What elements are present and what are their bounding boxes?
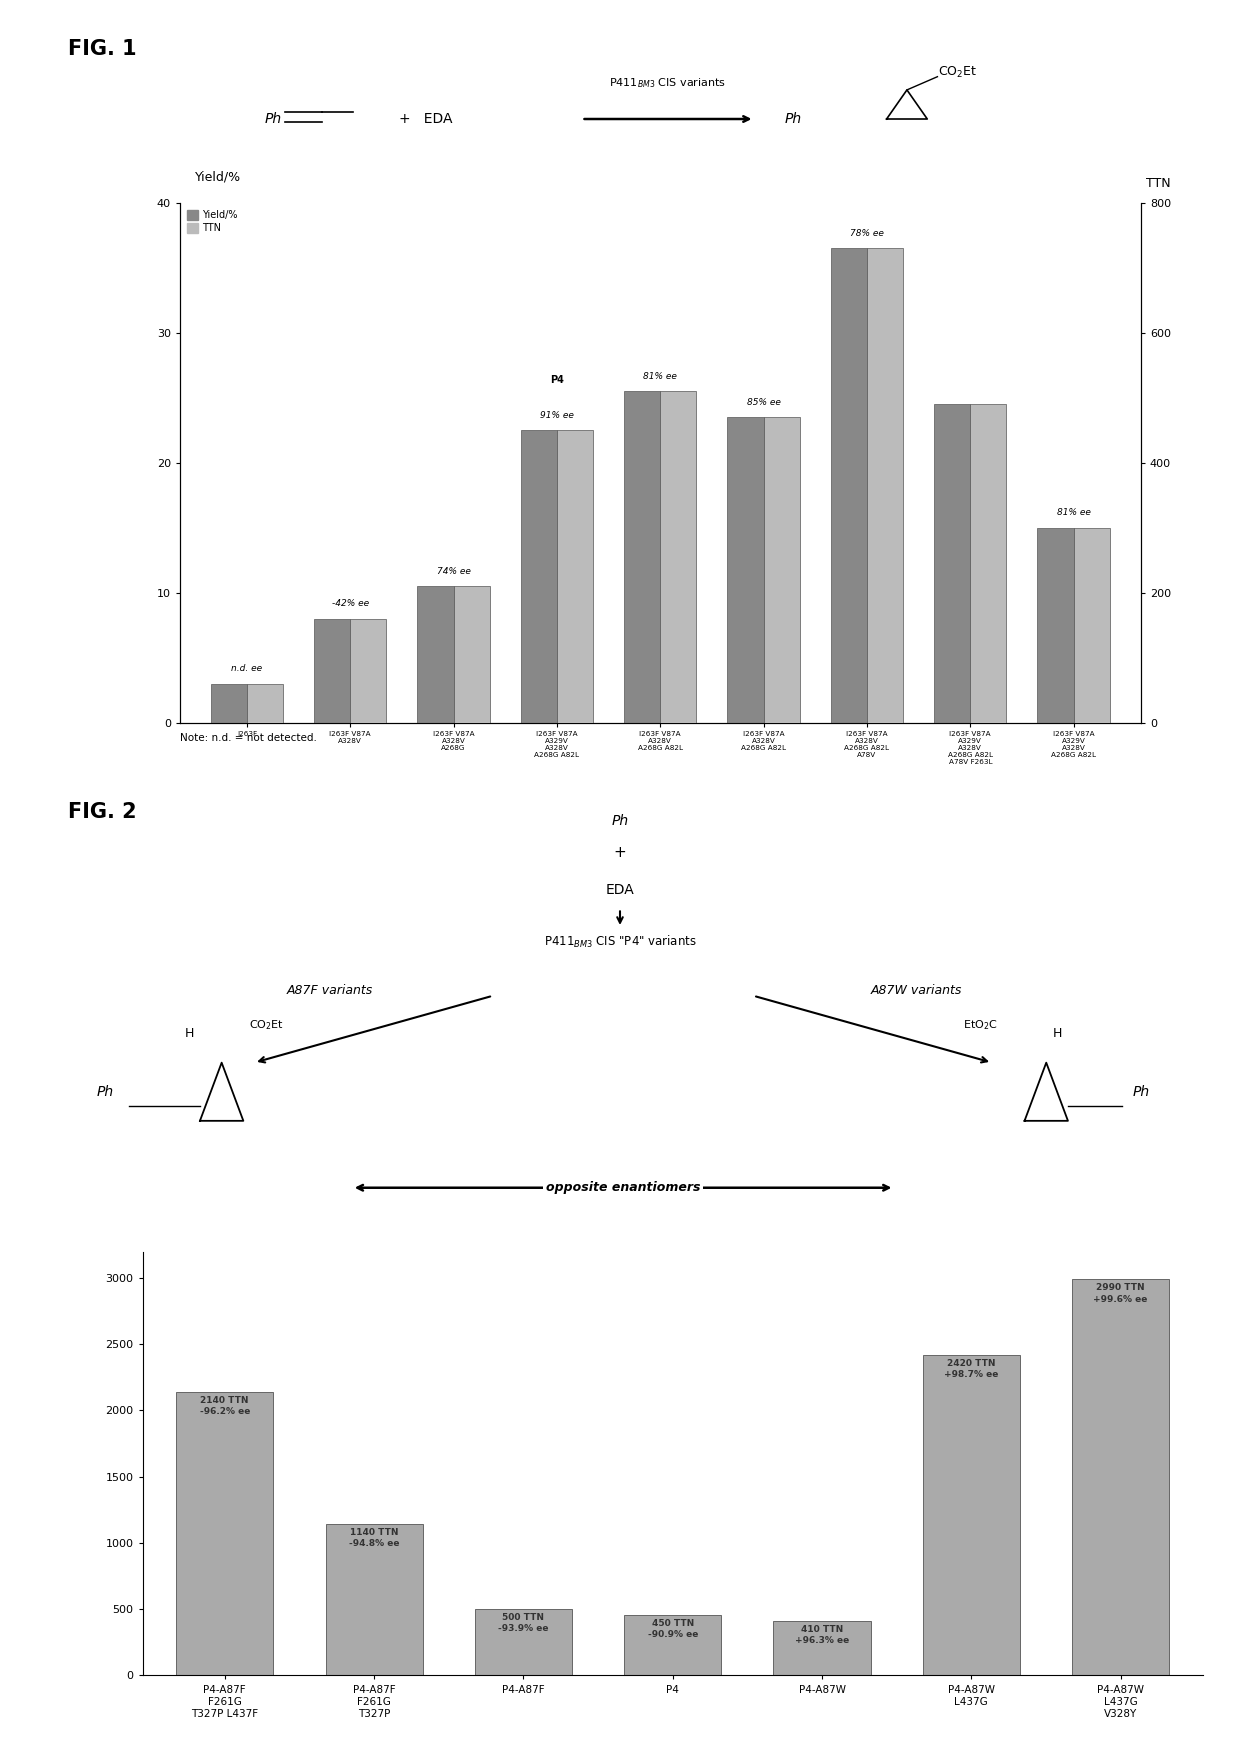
Text: EDA: EDA (605, 883, 635, 897)
Text: Ph: Ph (611, 815, 629, 829)
Text: 81% ee: 81% ee (1056, 508, 1090, 517)
Text: 410 TTN
+96.3% ee: 410 TTN +96.3% ee (795, 1625, 849, 1645)
Bar (624, 1615, 722, 1675)
Bar (176, 1393, 273, 1675)
Text: Yield/%: Yield/% (195, 171, 242, 183)
Bar (624, 391, 660, 723)
Text: A87W variants: A87W variants (870, 984, 962, 998)
Bar (970, 404, 1007, 723)
Text: P411$_{BM3}$ CIS variants: P411$_{BM3}$ CIS variants (609, 76, 727, 90)
Text: P4: P4 (551, 376, 564, 384)
Text: H: H (185, 1028, 193, 1040)
Text: +: + (614, 846, 626, 860)
Text: CO$_2$Et: CO$_2$Et (939, 65, 977, 81)
Text: TTN: TTN (1146, 176, 1171, 190)
Text: P411$_{BM3}$ CIS "P4" variants: P411$_{BM3}$ CIS "P4" variants (543, 934, 697, 950)
Text: Ph: Ph (1132, 1084, 1149, 1098)
Text: Ph: Ph (785, 113, 802, 125)
Text: -42% ee: -42% ee (332, 599, 368, 608)
Text: FIG. 1: FIG. 1 (68, 39, 136, 58)
Bar (211, 684, 247, 723)
Bar (418, 587, 454, 723)
Bar (831, 249, 867, 723)
Text: Note: n.d. = not detected.: Note: n.d. = not detected. (180, 733, 316, 744)
Bar (1073, 1280, 1169, 1675)
Text: Ph: Ph (97, 1084, 114, 1098)
Bar (314, 619, 351, 723)
Bar (521, 430, 557, 723)
Text: 2420 TTN
+98.7% ee: 2420 TTN +98.7% ee (944, 1359, 998, 1379)
Bar (454, 587, 490, 723)
Text: EtO$_2$C: EtO$_2$C (962, 1017, 997, 1031)
Text: 450 TTN
-90.9% ee: 450 TTN -90.9% ee (647, 1618, 698, 1640)
Bar (557, 430, 593, 723)
Text: 85% ee: 85% ee (746, 398, 780, 407)
Bar (774, 1620, 870, 1675)
Text: +   EDA: + EDA (398, 113, 453, 125)
Text: 81% ee: 81% ee (644, 372, 677, 381)
Text: 74% ee: 74% ee (436, 568, 470, 577)
Text: 2990 TTN
+99.6% ee: 2990 TTN +99.6% ee (1094, 1283, 1148, 1303)
Bar (1074, 527, 1110, 723)
Bar (350, 619, 387, 723)
Text: A87F variants: A87F variants (286, 984, 373, 998)
Text: 1140 TTN
-94.8% ee: 1140 TTN -94.8% ee (348, 1529, 399, 1548)
Text: 78% ee: 78% ee (851, 229, 884, 238)
Bar (764, 418, 800, 723)
Text: 91% ee: 91% ee (541, 411, 574, 420)
Text: opposite enantiomers: opposite enantiomers (546, 1181, 701, 1194)
Text: H: H (1053, 1028, 1061, 1040)
Bar (326, 1523, 423, 1675)
Text: n.d. ee: n.d. ee (232, 665, 263, 673)
Legend: Yield/%, TTN: Yield/%, TTN (185, 208, 239, 234)
Bar (934, 404, 970, 723)
Text: Ph: Ph (264, 113, 281, 125)
Text: FIG. 2: FIG. 2 (68, 802, 136, 822)
Bar (867, 249, 903, 723)
Text: CO$_2$Et: CO$_2$Et (249, 1017, 284, 1031)
Bar (660, 391, 697, 723)
Text: 500 TTN
-93.9% ee: 500 TTN -93.9% ee (498, 1613, 548, 1633)
Bar (728, 418, 764, 723)
Text: 2140 TTN
-96.2% ee: 2140 TTN -96.2% ee (200, 1396, 250, 1416)
Bar (923, 1354, 1019, 1675)
Bar (1038, 527, 1074, 723)
Bar (247, 684, 283, 723)
Bar (475, 1608, 572, 1675)
